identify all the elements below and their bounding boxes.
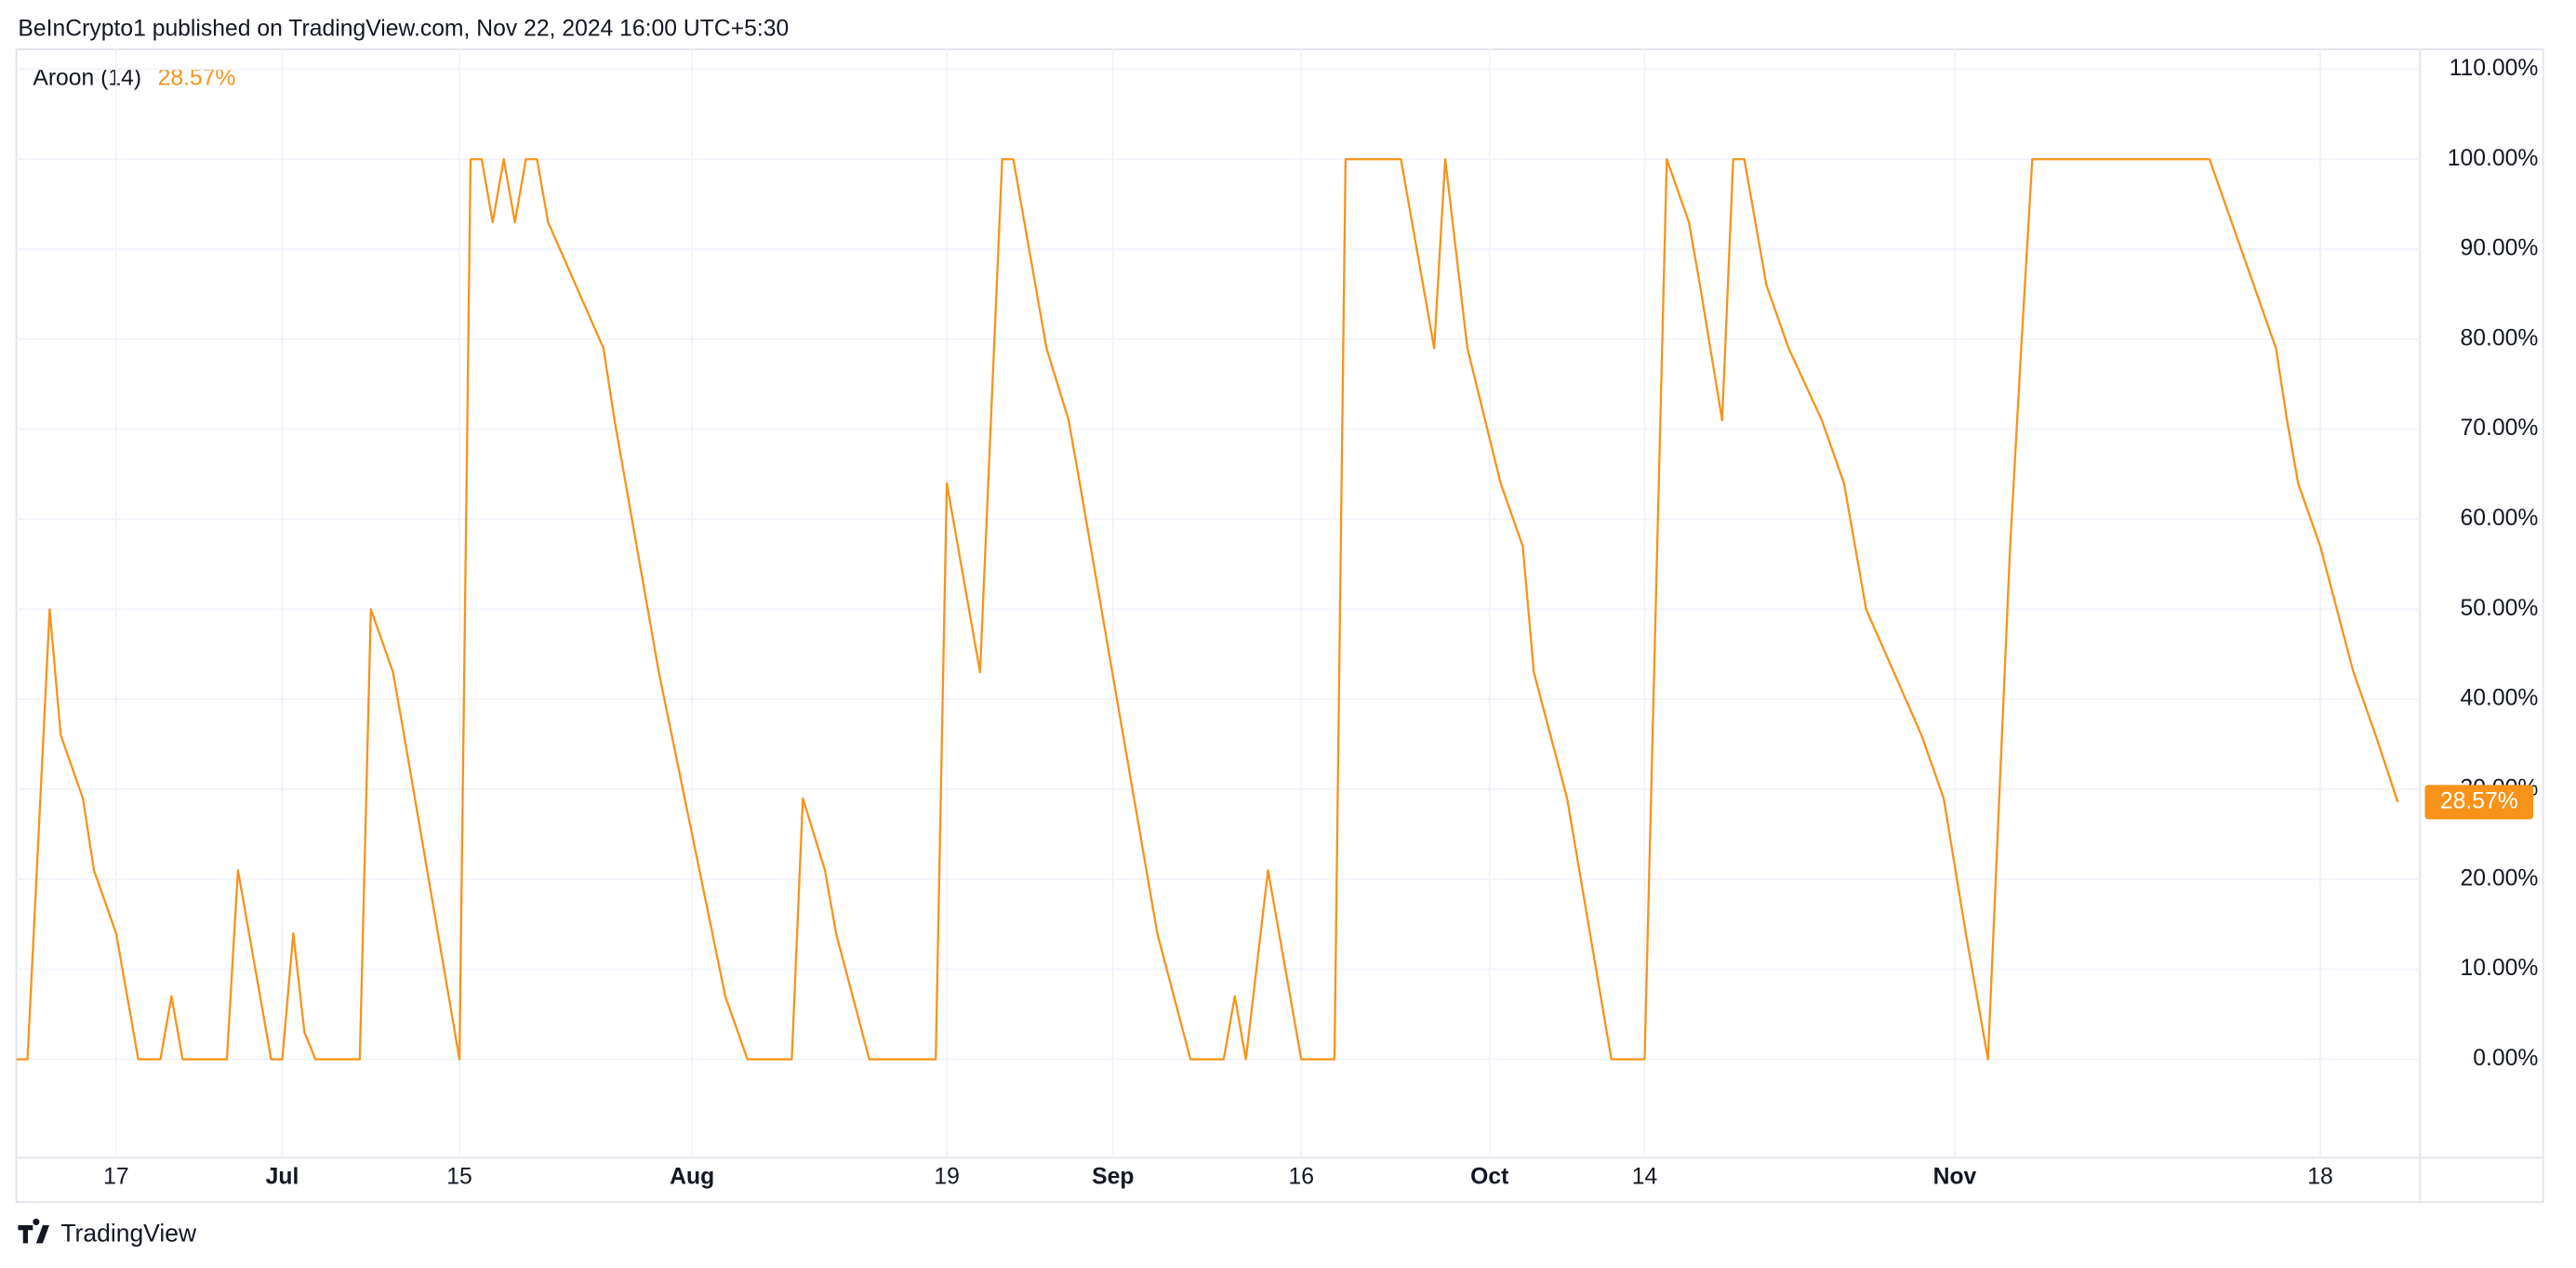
y-tick-label: 70.00% [2461,416,2539,441]
last-value-label: 28.57% [2440,788,2518,813]
x-tick-label: 18 [2307,1164,2333,1189]
x-tick-label: 17 [103,1164,129,1189]
y-tick-label: 10.00% [2461,956,2539,981]
x-tick-label: Oct [1470,1164,1508,1189]
x-tick-label: Sep [1092,1164,1134,1189]
y-tick-label: 0.00% [2473,1046,2538,1071]
y-tick-label: 80.00% [2461,325,2539,350]
y-tick-label: 20.00% [2461,865,2539,891]
footer-brand: TradingView [60,1220,197,1248]
x-tick-label: 15 [446,1164,471,1189]
x-tick-label: 16 [1288,1164,1313,1189]
footer-logo [18,1218,49,1244]
y-tick-label: 40.00% [2461,686,2539,711]
y-tick-label: 50.00% [2461,596,2539,621]
x-tick-label: Aug [670,1164,714,1189]
x-tick-label: 19 [934,1164,959,1189]
y-tick-label: 60.00% [2461,506,2539,531]
y-tick-label: 110.00% [2450,56,2539,81]
y-tick-label: 100.00% [2448,146,2539,171]
x-tick-label: Jul [266,1164,299,1189]
x-tick-label: 14 [1632,1164,1658,1189]
x-tick-label: Nov [1933,1164,1977,1189]
header: BeInCrypto1 published on TradingView.com… [18,16,789,41]
data-line [16,158,2399,1061]
y-tick-label: 90.00% [2461,236,2539,261]
last-value-badge [2424,785,2534,820]
frame [15,48,2544,1204]
